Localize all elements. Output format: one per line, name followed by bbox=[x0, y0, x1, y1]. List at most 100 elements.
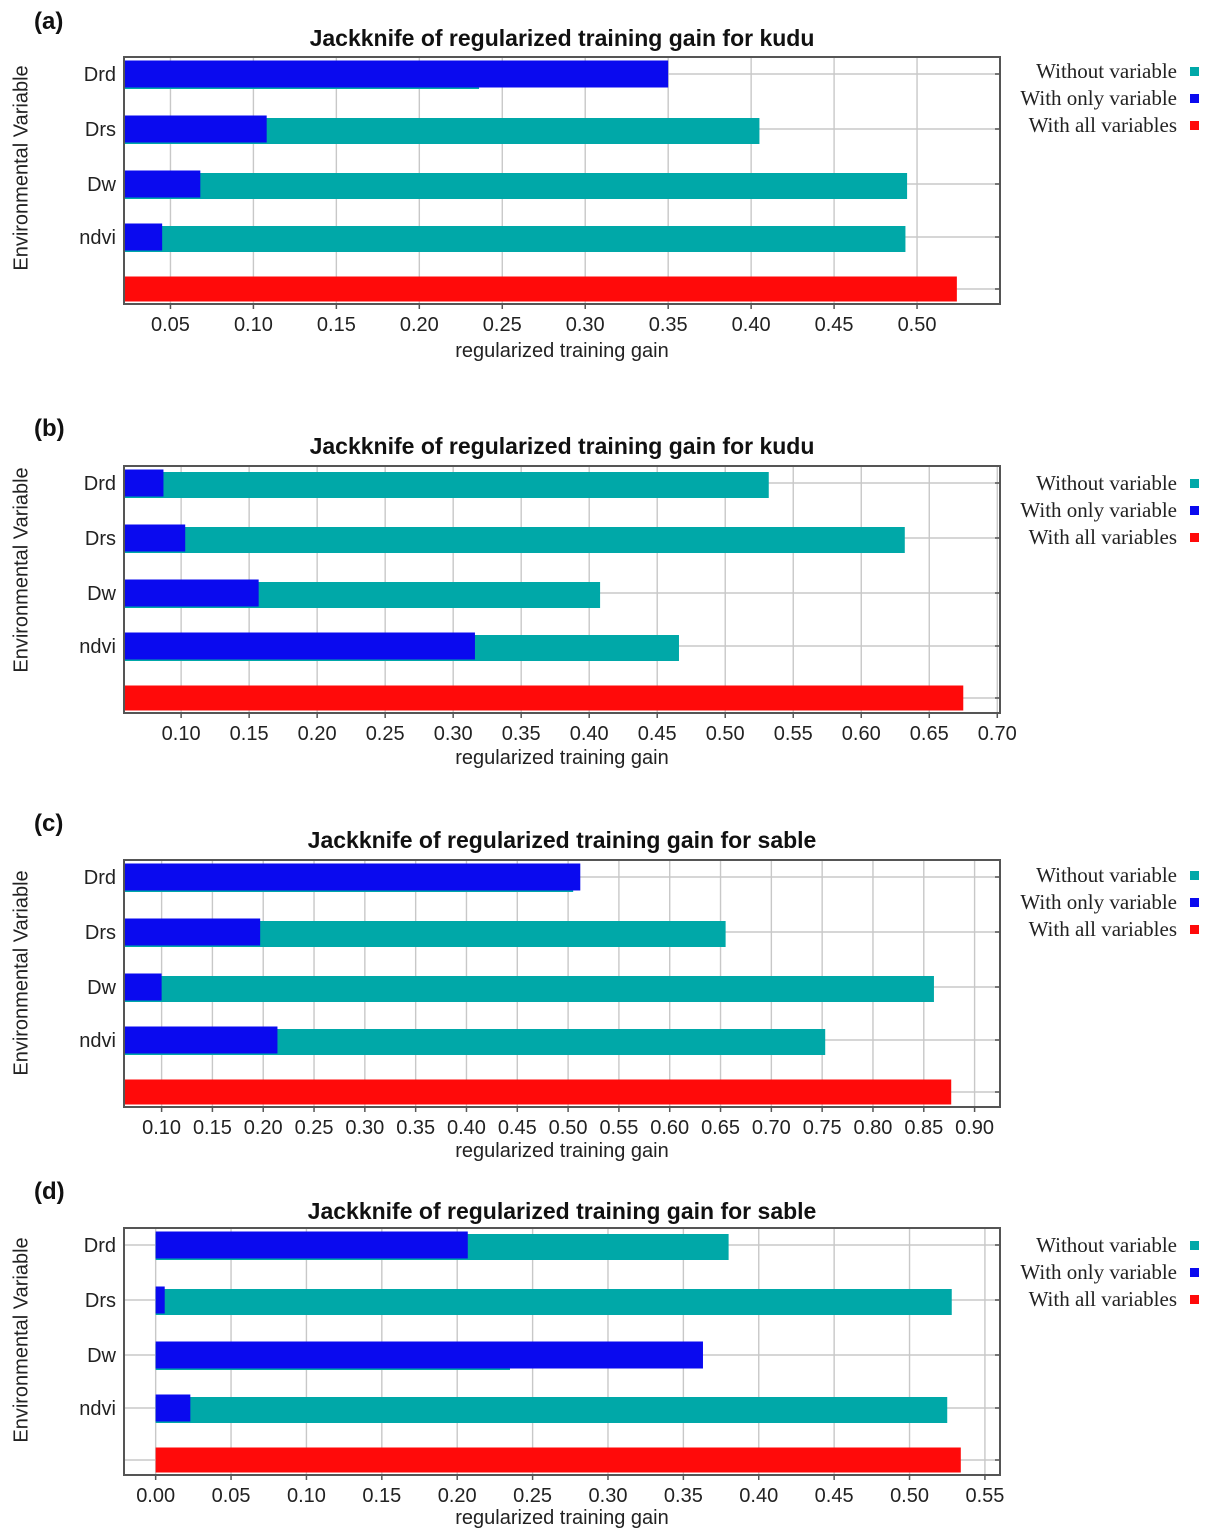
y-tick-label: Drs bbox=[85, 1290, 116, 1312]
legend-item-with-all-variables: With all variables bbox=[990, 1286, 1205, 1313]
legend-item-with-only-variable: With only variable bbox=[990, 497, 1205, 524]
legend-label: With all variables bbox=[1028, 1287, 1177, 1311]
x-tick-label: 0.30 bbox=[434, 723, 473, 745]
legend-item-with-all-variables: With all variables bbox=[990, 112, 1205, 139]
x-tick-label: 0.10 bbox=[142, 1117, 181, 1139]
bar-chart-d: Drd Drs Dw ndvi 0.00 0.05 0.10 0.15 0.20 0.25 0.30… bbox=[79, 1227, 1004, 1507]
x-tick-label: 0.10 bbox=[234, 314, 273, 336]
bar-without-variable-drs bbox=[124, 527, 905, 553]
chart-title: Jackknife of regularized training gain f… bbox=[307, 827, 817, 853]
x-tick-label: 0.50 bbox=[898, 314, 937, 336]
x-tick-label: 0.15 bbox=[317, 314, 356, 336]
legend-item-without-variable: Without variable bbox=[990, 58, 1205, 85]
panel-label: (d) bbox=[34, 1178, 65, 1205]
x-tick-label: 0.15 bbox=[362, 1485, 401, 1507]
x-tick-label: 0.40 bbox=[739, 1485, 778, 1507]
bar-with-only-variable-drs bbox=[155, 1286, 165, 1314]
x-tick-label: 0.10 bbox=[287, 1485, 326, 1507]
legend-swatch-only bbox=[1190, 506, 1199, 515]
legend: Without variable With only variable With… bbox=[990, 1232, 1205, 1313]
x-tick-label: 0.45 bbox=[638, 723, 677, 745]
legend-swatch-all bbox=[1190, 533, 1199, 542]
x-tick-label: 0.20 bbox=[298, 723, 337, 745]
x-tick-label: 0.50 bbox=[549, 1117, 588, 1139]
x-tick-label: 0.50 bbox=[706, 723, 745, 745]
panel-label: (a) bbox=[34, 8, 64, 35]
bar-with-all-variables bbox=[124, 276, 957, 302]
x-tick-label: 0.30 bbox=[345, 1117, 384, 1139]
bar-without-variable-dw bbox=[124, 173, 908, 199]
bar-with-all-variables bbox=[124, 685, 964, 711]
x-tick-label: 0.25 bbox=[513, 1485, 552, 1507]
legend-label: Without variable bbox=[1036, 59, 1177, 83]
legend-label: With all variables bbox=[1028, 525, 1177, 549]
legend-item-with-only-variable: With only variable bbox=[990, 85, 1205, 112]
chart-title: Jackknife of regularized training gain f… bbox=[309, 25, 815, 51]
bar-with-only-variable-ndvi bbox=[124, 1026, 278, 1054]
x-tick-label: 0.90 bbox=[955, 1117, 994, 1139]
x-tick-label: 0.50 bbox=[890, 1485, 929, 1507]
legend-swatch-without bbox=[1190, 1241, 1199, 1250]
legend: Without variable With only variable With… bbox=[990, 470, 1205, 551]
legend-swatch-all bbox=[1190, 121, 1199, 130]
legend-label: With only variable bbox=[1020, 86, 1177, 110]
legend-label: With only variable bbox=[1020, 498, 1177, 522]
legend-swatch-all bbox=[1190, 925, 1199, 934]
x-tick-label: 0.30 bbox=[589, 1485, 628, 1507]
x-tick-label: 0.65 bbox=[910, 723, 949, 745]
bar-with-only-variable-drs bbox=[124, 524, 186, 552]
y-tick-label: Drd bbox=[84, 473, 116, 495]
legend-label: With all variables bbox=[1028, 917, 1177, 941]
x-tick-label: 0.45 bbox=[815, 1485, 854, 1507]
x-tick-label: 0.25 bbox=[295, 1117, 334, 1139]
x-tick-label: 0.60 bbox=[842, 723, 881, 745]
x-tick-label: 0.30 bbox=[566, 314, 605, 336]
x-tick-label: 0.55 bbox=[965, 1485, 1004, 1507]
plot-frame bbox=[123, 465, 1001, 714]
legend-item-with-all-variables: With all variables bbox=[990, 524, 1205, 551]
bar-with-only-variable-drd bbox=[124, 863, 581, 891]
legend: Without variable With only variable With… bbox=[990, 862, 1205, 943]
bar-with-only-variable-dw bbox=[124, 579, 259, 607]
legend-item-with-all-variables: With all variables bbox=[990, 916, 1205, 943]
plot-frame bbox=[123, 56, 1001, 305]
x-tick-label: 0.45 bbox=[498, 1117, 537, 1139]
bar-with-only-variable-dw bbox=[124, 170, 201, 198]
x-tick-label: 0.35 bbox=[649, 314, 688, 336]
legend-label: With only variable bbox=[1020, 890, 1177, 914]
x-tick-label: 0.25 bbox=[483, 314, 522, 336]
x-tick-label: 0.45 bbox=[815, 314, 854, 336]
x-axis-label: regularized training gain bbox=[455, 340, 669, 362]
legend-label: Without variable bbox=[1036, 863, 1177, 887]
bar-chart-c: Drd Drs Dw ndvi 0.10 0.15 0.20 0.25 0.30 0.35 0.40… bbox=[79, 859, 1001, 1139]
x-tick-label: 0.05 bbox=[151, 314, 190, 336]
legend-swatch-all bbox=[1190, 1295, 1199, 1304]
x-tick-label: 0.70 bbox=[978, 723, 1017, 745]
legend-label: Without variable bbox=[1036, 471, 1177, 495]
y-tick-label: Drs bbox=[85, 528, 116, 550]
bar-with-only-variable-drd bbox=[155, 1231, 468, 1259]
bar-with-only-variable-ndvi bbox=[155, 1394, 191, 1422]
x-tick-label: 0.35 bbox=[396, 1117, 435, 1139]
x-tick-label: 0.40 bbox=[570, 723, 609, 745]
legend-swatch-without bbox=[1190, 871, 1199, 880]
legend-item-without-variable: Without variable bbox=[990, 470, 1205, 497]
y-tick-label: ndvi bbox=[79, 227, 116, 249]
y-tick-label: ndvi bbox=[79, 1398, 116, 1420]
x-tick-label: 0.80 bbox=[854, 1117, 893, 1139]
y-tick-label: Drd bbox=[84, 1235, 116, 1257]
y-tick-label: ndvi bbox=[79, 636, 116, 658]
x-tick-label: 0.20 bbox=[244, 1117, 283, 1139]
legend-label: Without variable bbox=[1036, 1233, 1177, 1257]
bar-chart-b: Drd Drs Dw ndvi 0.10 0.15 0.20 0.25 0.30 0.35 0.40… bbox=[79, 465, 1017, 745]
x-tick-label: 0.85 bbox=[904, 1117, 943, 1139]
y-tick-label: Dw bbox=[87, 977, 116, 999]
bar-with-only-variable-drs bbox=[124, 115, 267, 143]
bar-with-only-variable-ndvi bbox=[124, 223, 163, 251]
x-axis-label: regularized training gain bbox=[455, 747, 669, 769]
bar-with-only-variable-dw bbox=[155, 1341, 703, 1369]
x-tick-label: 0.20 bbox=[438, 1485, 477, 1507]
chart-title: Jackknife of regularized training gain f… bbox=[309, 433, 815, 459]
y-tick-label: Drs bbox=[85, 922, 116, 944]
chart-panel-a: (a) Jackknife of regularized training ga… bbox=[0, 0, 1220, 390]
